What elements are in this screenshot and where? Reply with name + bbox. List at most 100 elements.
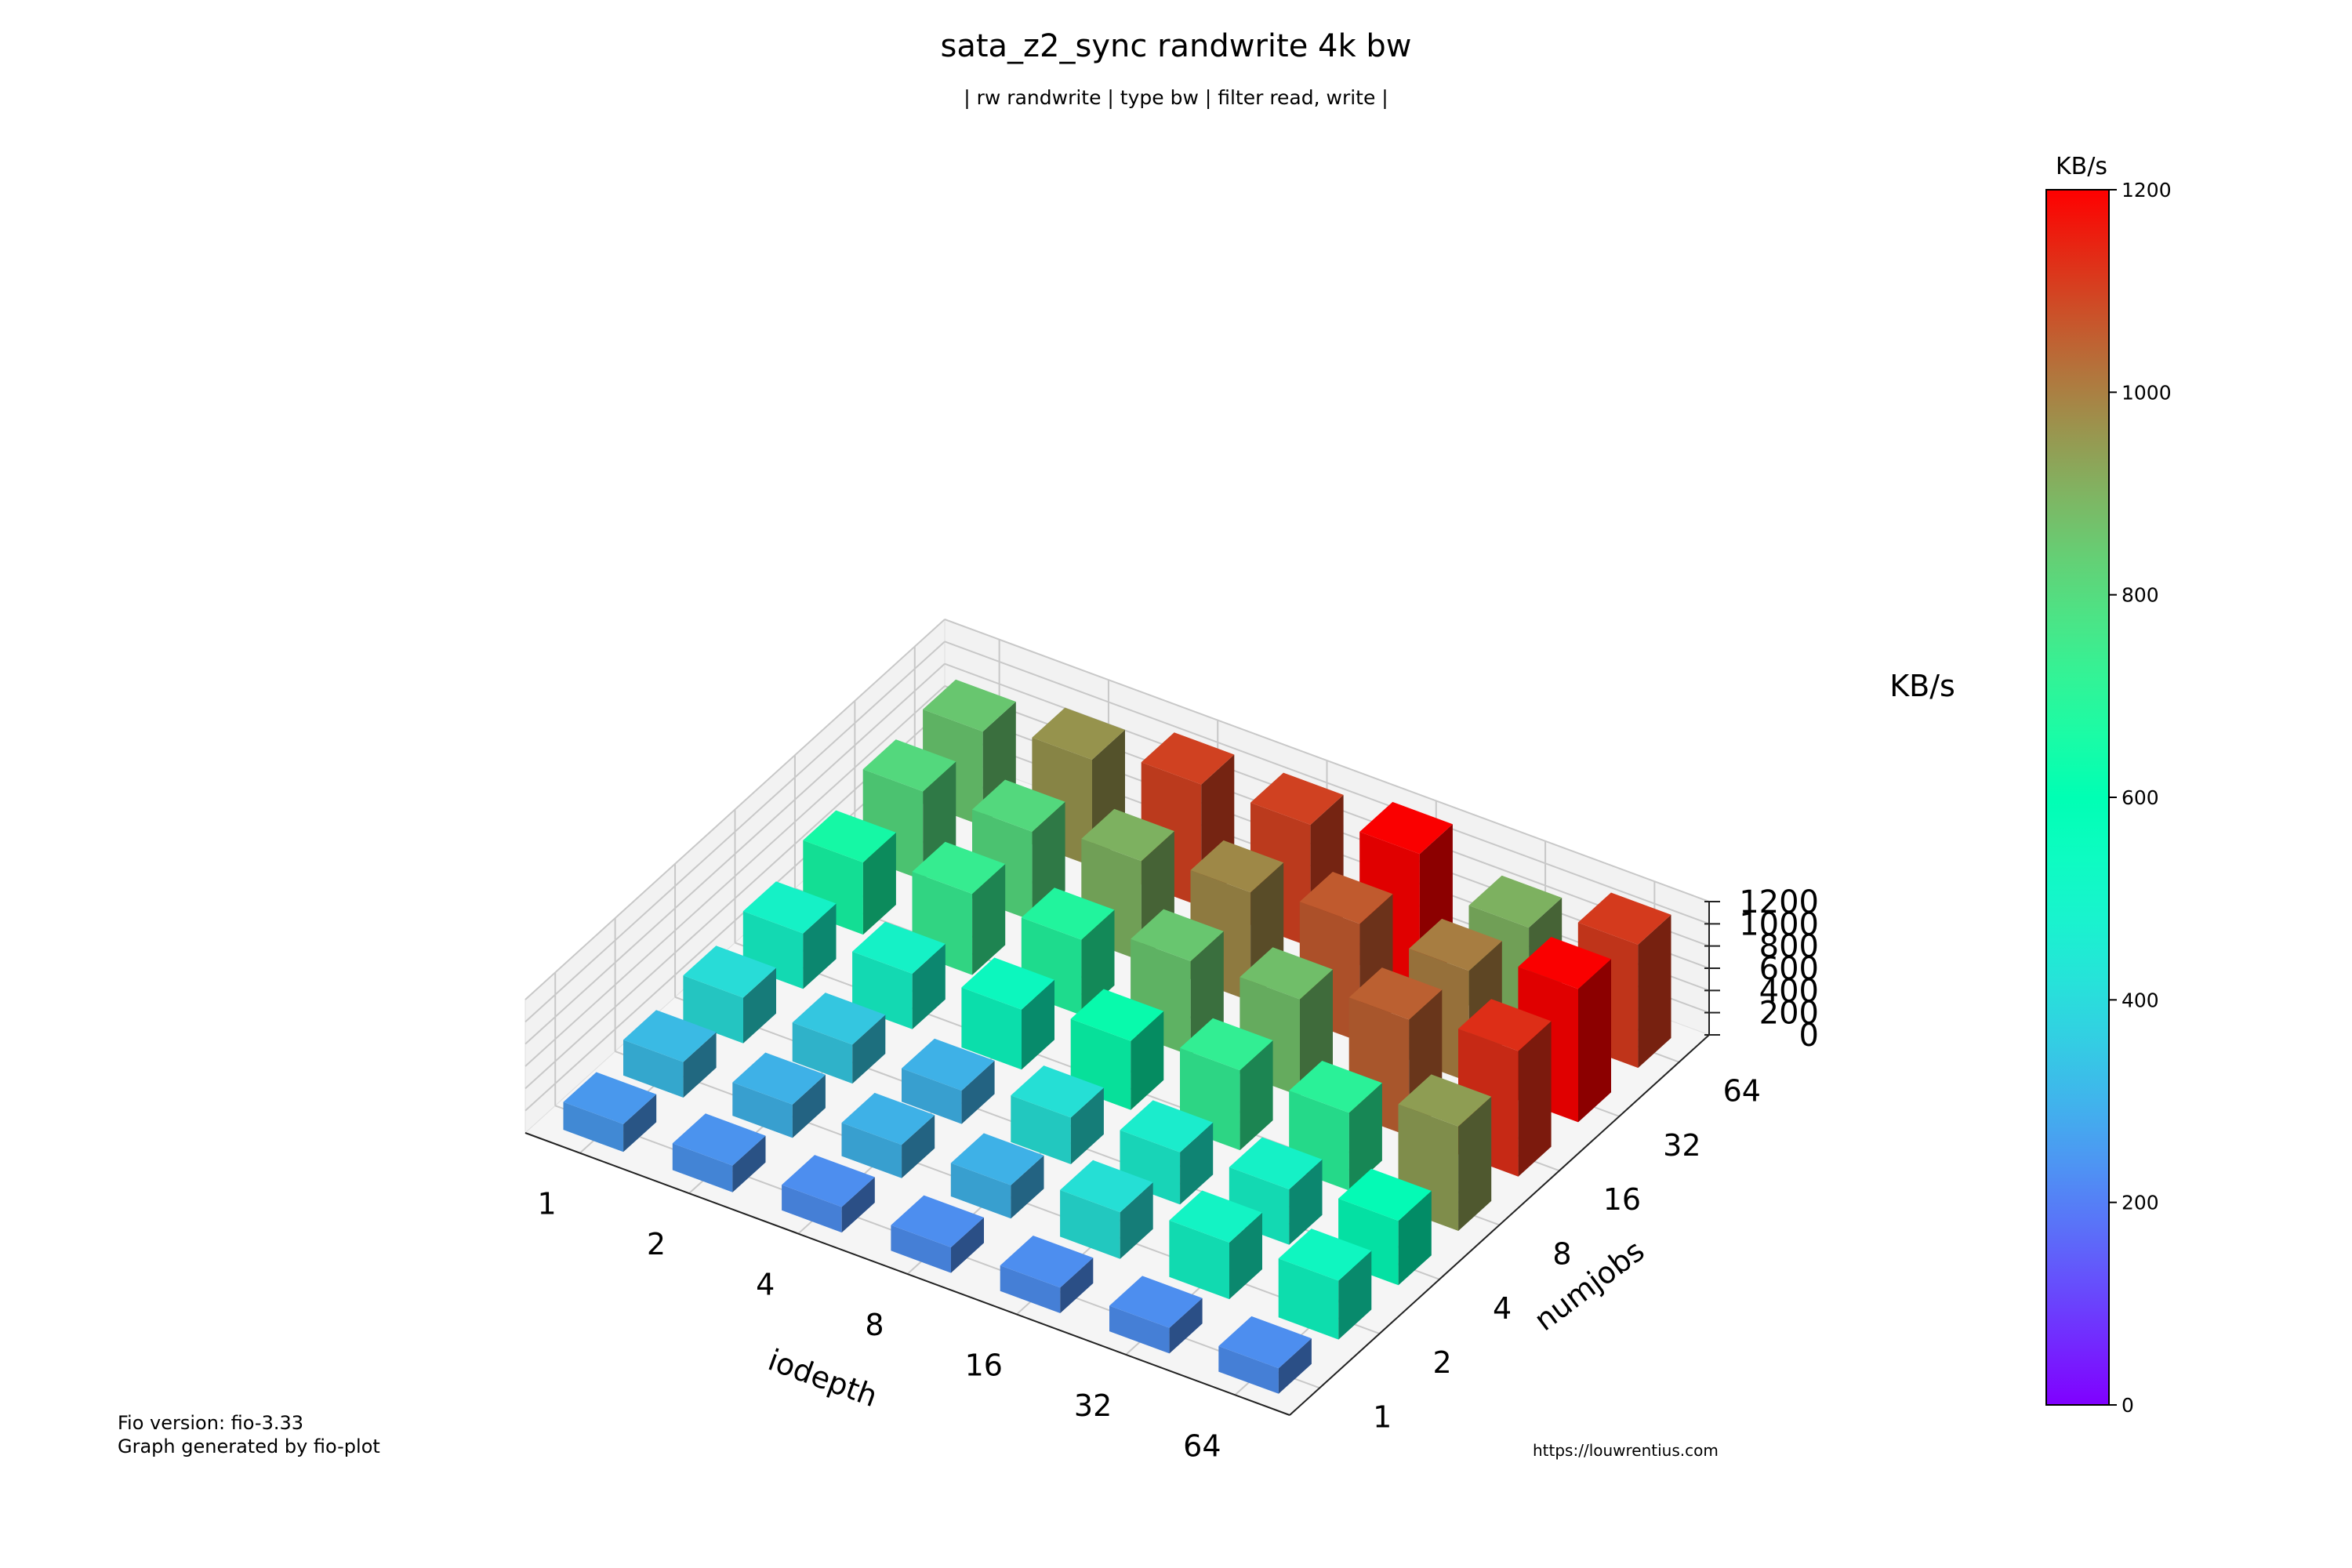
- y-tick-label: 2: [1433, 1345, 1452, 1380]
- bar-top-face: [672, 1113, 766, 1166]
- bar: [1060, 1160, 1153, 1259]
- colorbar: 0 200 400 600 800 1000 1200: [2045, 179, 2172, 1417]
- bar-top-face: [1398, 1074, 1492, 1127]
- bar-top-face: [852, 921, 946, 974]
- bar-side-face: [1398, 1191, 1432, 1286]
- bar-top-face: [623, 1010, 717, 1062]
- bar-top-face: [1338, 1168, 1432, 1221]
- bar-side-face: [841, 1177, 875, 1233]
- bar-top-face: [1032, 707, 1125, 760]
- bar-top-face: [912, 841, 1006, 895]
- bar-side-face: [862, 832, 896, 935]
- z-axis-label: KB/s: [1889, 669, 1955, 703]
- bar: [891, 1195, 984, 1273]
- bar-side-face: [1180, 1122, 1214, 1205]
- bar: [1229, 1137, 1323, 1245]
- bar-top-face: [1218, 1316, 1312, 1369]
- bar-side-face: [1131, 1011, 1164, 1110]
- footer-url: https://louwrentius.com: [1533, 1441, 1719, 1460]
- bar-top-face: [782, 1155, 875, 1207]
- bar-top-face: [902, 1038, 995, 1091]
- bar-top-face: [803, 810, 896, 862]
- tick-labels: 1 2 4 8 16 32 64 1 2 4 8 16 32 64 02004006008001000120…: [538, 884, 1819, 1463]
- bar-side-face: [1578, 959, 1611, 1123]
- bar-top-face: [950, 1133, 1044, 1185]
- bar-top-face: [1081, 808, 1174, 862]
- z-tick-label: 400: [1759, 973, 1819, 1009]
- bar-top-face: [563, 1072, 657, 1124]
- bar-top-face: [1169, 1190, 1262, 1243]
- colorbar-title: KB/s: [2056, 153, 2107, 180]
- bar-top-face: [1278, 1229, 1372, 1281]
- bar-front-face: [732, 1082, 793, 1138]
- colorbar-tick-label: 200: [2122, 1192, 2159, 1214]
- x-tick-label: 4: [756, 1268, 775, 1302]
- y-tick-label: 1: [1373, 1399, 1392, 1434]
- bar-top-face: [683, 946, 776, 998]
- bar-side-face: [1081, 909, 1115, 1015]
- bar-side-face: [1348, 1083, 1382, 1191]
- bar: [1109, 1276, 1203, 1354]
- bar: [623, 1010, 717, 1098]
- colorbar-tick-label: 0: [2122, 1394, 2134, 1417]
- bar-top-face: [1409, 918, 1502, 971]
- bar-front-face: [891, 1225, 951, 1273]
- bar: [1278, 1229, 1372, 1340]
- bar-top-face: [1348, 967, 1443, 1020]
- bar-side-face: [743, 967, 776, 1044]
- bar-front-face: [1000, 1265, 1061, 1313]
- colorbar-tick-label: 1200: [2122, 179, 2172, 201]
- bar: [672, 1113, 766, 1192]
- bar-front-face: [1278, 1258, 1339, 1340]
- bar-front-face: [563, 1102, 624, 1152]
- grid-line-back-z: [944, 641, 1710, 925]
- bar-top-face: [1131, 909, 1224, 961]
- colorbar-tick-label: 400: [2122, 989, 2159, 1011]
- bar-top-face: [923, 679, 1016, 732]
- y-tick-label: 8: [1552, 1237, 1571, 1272]
- bar-top-face: [1289, 1061, 1382, 1113]
- bar: [732, 1052, 826, 1138]
- z-tick-label: 600: [1759, 951, 1819, 987]
- bar-top-face: [1359, 801, 1453, 855]
- colorbar-tick-label: 1000: [2122, 381, 2172, 404]
- bar-top-face: [1577, 892, 1671, 945]
- bar-side-face: [1120, 1182, 1153, 1259]
- bar-side-face: [1240, 1040, 1273, 1151]
- bar-top-face: [862, 739, 956, 792]
- bar-top-face: [1468, 875, 1563, 928]
- bar-top-face: [1180, 1018, 1273, 1071]
- bar-side-face: [1458, 1096, 1492, 1231]
- bar-top-face: [1141, 732, 1235, 785]
- bar-side-face: [623, 1094, 657, 1152]
- chart-subtitle: | rw randwrite | type bw | filter read, …: [964, 86, 1388, 109]
- bar-top-face: [1070, 989, 1164, 1041]
- y-axis-line: [1289, 1034, 1710, 1416]
- bar-front-face: [950, 1163, 1011, 1219]
- bar: [961, 957, 1054, 1070]
- bar-front-face: [1060, 1189, 1120, 1259]
- bar-side-face: [683, 1032, 717, 1098]
- fio-version: Fio version: fio-3.33: [118, 1412, 303, 1434]
- x-tick-label: 8: [865, 1308, 884, 1342]
- y-axis-label: numjobs: [1528, 1233, 1651, 1338]
- bar-top-face: [792, 993, 886, 1045]
- bar-front-face: [1011, 1095, 1071, 1164]
- bar: [841, 1092, 935, 1178]
- bar-top-face: [1120, 1100, 1214, 1152]
- bar-front-face: [672, 1143, 733, 1192]
- bar-side-face: [792, 1074, 826, 1138]
- bar-top-face: [972, 779, 1065, 832]
- bar-side-face: [803, 903, 837, 989]
- bar-side-face: [951, 1217, 984, 1273]
- bar-top-face: [1250, 772, 1344, 825]
- bar-front-face: [623, 1040, 684, 1098]
- grid-line-left-z: [524, 619, 946, 1000]
- x-tick-label: 64: [1183, 1428, 1221, 1463]
- bar: [1169, 1190, 1262, 1300]
- bar-side-face: [972, 864, 1006, 975]
- z-tick-label: 200: [1759, 996, 1819, 1032]
- colorbar-tick-label: 600: [2122, 786, 2159, 809]
- bar-top-face: [841, 1092, 935, 1145]
